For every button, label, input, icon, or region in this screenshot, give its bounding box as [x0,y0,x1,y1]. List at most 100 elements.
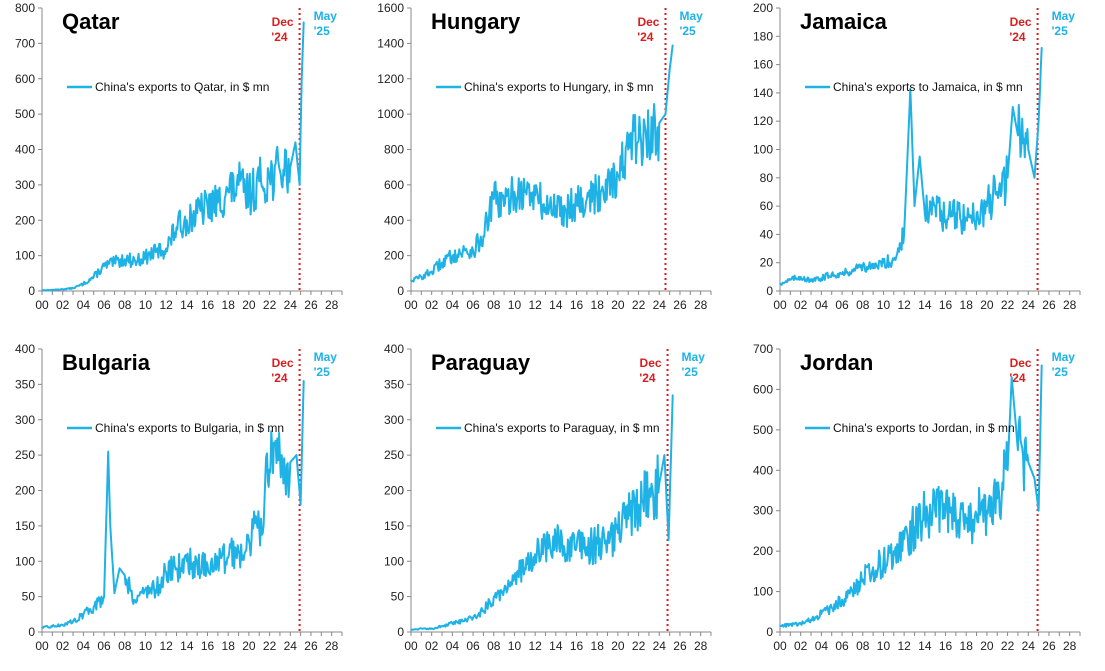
data-point [72,620,74,623]
y-tick-label: 400 [15,143,35,157]
data-point [123,574,126,577]
data-point [918,155,921,158]
dec-label: Dec [1010,15,1032,29]
dec-label: Dec [637,15,659,29]
dec-label: Dec [272,356,294,370]
data-point [861,578,864,581]
series-line [410,44,674,283]
data-point [118,567,121,570]
dec-year-label: '24 [1009,371,1026,385]
series-line [41,22,305,292]
data-point [492,198,495,200]
x-tick-label: 26 [304,639,318,653]
y-tick-label: 0 [28,284,35,298]
data-point [658,122,661,124]
data-point [934,509,936,512]
y-tick-label: 700 [15,36,35,50]
chart-panel-qatar: 0 100 200 300 400 500 600 700 800 00 02 04 06 08 10 12 1… [0,0,368,330]
dec-year-label: '24 [271,30,288,44]
data-point [461,620,464,623]
data-point [206,563,209,566]
may-year-label: '25 [679,24,696,38]
data-point [986,205,988,207]
data-point [61,624,64,626]
data-point [410,629,412,631]
x-tick-label: 20 [611,298,625,312]
data-point [565,208,567,211]
x-tick-label: 26 [304,298,318,312]
data-point [1027,148,1030,151]
x-tick-label: 14 [549,298,563,312]
x-tick-label: 28 [694,639,708,653]
dec-label: Dec [640,356,662,370]
data-point [72,287,74,289]
x-tick-label: 00 [35,298,49,312]
y-tick-label: 250 [15,448,35,462]
data-point [248,539,250,541]
data-point [596,194,599,197]
x-tick-label: 08 [118,639,132,653]
data-point [451,254,454,257]
data-point [534,553,536,555]
data-point [903,233,905,236]
x-tick-label: 12 [159,639,173,653]
y-tick-label: 500 [15,107,35,121]
data-point [1010,376,1013,379]
legend-label: China's exports to Qatar, in $ mn [95,80,269,94]
x-tick-label: 08 [856,639,870,653]
x-tick-label: 12 [528,298,542,312]
may-year-label: '25 [1052,24,1069,38]
data-point [103,595,105,598]
x-tick-label: 14 [180,298,194,312]
x-tick-label: 24 [284,639,298,653]
data-point [851,590,854,593]
data-point [882,562,885,565]
x-tick-label: 06 [835,298,849,312]
series-line [410,394,674,631]
y-tick-label: 60 [760,199,774,213]
dec-year-label: '24 [271,371,288,385]
dec-year-label: '24 [639,371,656,385]
chart-title: Jordan [800,350,873,375]
x-tick-label: 18 [960,639,974,653]
data-point [186,560,188,563]
data-point [196,212,198,214]
data-point [420,627,423,630]
data-point [924,212,926,214]
x-tick-label: 16 [201,639,215,653]
data-point [955,518,957,520]
data-point [606,177,609,179]
y-tick-label: 100 [753,585,773,599]
data-point [664,113,667,115]
y-tick-label: 600 [15,72,35,86]
data-point [1006,469,1009,472]
x-tick-label: 16 [201,298,215,312]
data-point [420,276,423,278]
data-point [789,278,792,281]
data-point [671,394,674,396]
x-tick-label: 20 [242,639,256,653]
data-point [830,606,833,609]
x-tick-label: 24 [653,639,667,653]
x-tick-label: 24 [284,298,298,312]
x-tick-label: 08 [118,298,132,312]
data-point [986,509,988,512]
x-tick-label: 26 [1042,298,1056,312]
data-point [472,249,474,252]
y-tick-label: 350 [15,377,35,391]
y-tick-label: 0 [766,284,773,298]
data-point [482,235,485,237]
x-tick-label: 28 [325,639,339,653]
chart-svg: 0 50 100 150 200 250 300 350 400 00 02 04 06 08 10 12 14… [15,342,343,653]
y-tick-label: 0 [28,625,35,639]
data-point [279,169,281,172]
x-tick-label: 28 [694,298,708,312]
y-tick-label: 0 [766,625,773,639]
data-point [134,599,136,601]
data-point [492,595,495,598]
data-point [1017,449,1019,451]
x-tick-label: 06 [97,639,111,653]
x-tick-label: 14 [180,639,194,653]
y-tick-label: 80 [760,171,774,185]
data-point [144,588,147,591]
